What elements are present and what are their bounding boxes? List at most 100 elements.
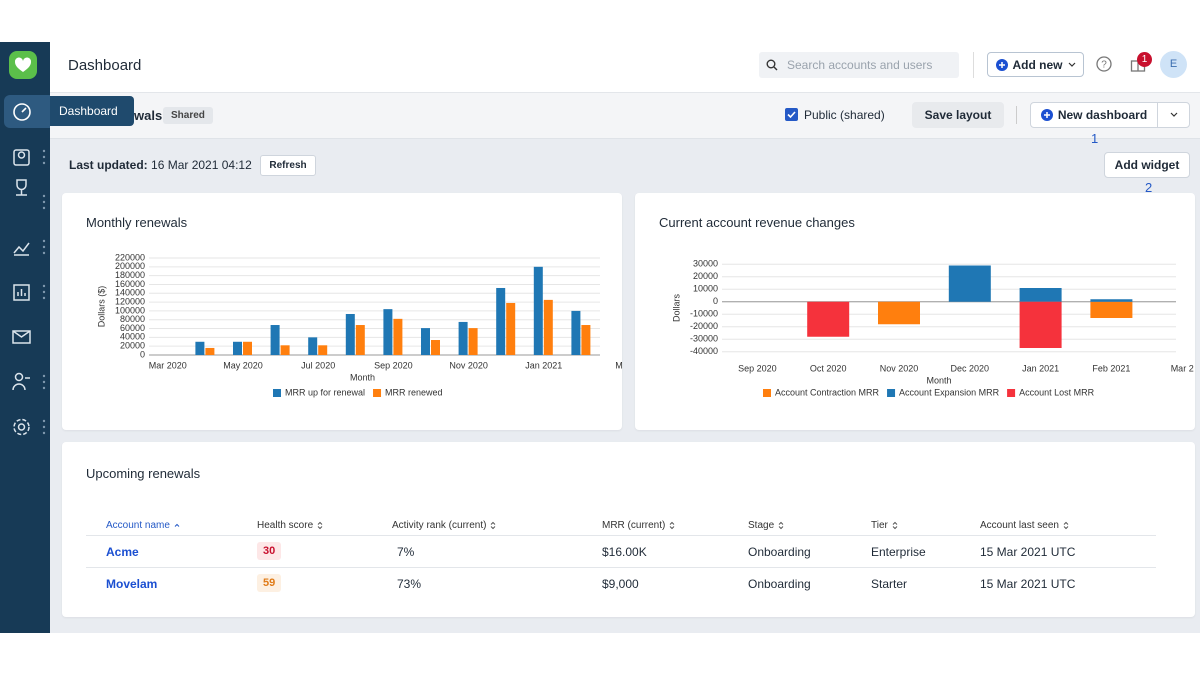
legend-label: Account Contraction MRR [775,387,880,397]
bar [1090,301,1133,318]
table-cell: Starter [871,577,907,591]
page-title: Dashboard [68,57,142,74]
account-link-text: Movelam [106,577,158,591]
annotation-number: 2 [1145,180,1153,195]
x-tick-label: Mar 2020 [149,360,187,370]
x-tick-label: Nov 2020 [880,363,919,373]
table-cell: 15 Mar 2021 UTC [980,545,1075,559]
y-tick-label: -30000 [690,334,718,344]
chevron [1068,62,1075,67]
table-cell: Enterprise [871,545,926,559]
divider [973,52,974,78]
divider [1016,106,1017,124]
x-tick-label: Jan 2021 [1022,363,1059,373]
svg-text:?: ? [1101,60,1107,71]
row-rule [86,567,1156,568]
bar [496,287,506,355]
column-header[interactable]: Health score [257,520,323,531]
y-tick-label: 0 [713,296,718,306]
table-cell-text: 30 [263,545,276,557]
table-cell: Onboarding [748,577,811,591]
sort-icon [317,521,323,530]
bar [543,299,553,355]
sort-icon [491,521,496,530]
search-box[interactable]: Search accounts and users [759,52,959,78]
bar [1019,288,1062,302]
bar [383,309,393,355]
search-placeholder: Search accounts and users [787,58,933,72]
y-tick-label: 160000 [115,279,145,289]
column-header[interactable]: Stage [748,520,784,531]
account-link-text: Acme [106,545,139,559]
table-cell: 15 Mar 2021 UTC [980,577,1075,591]
x-tick-label: M [615,360,623,370]
y-tick-label: 120000 [115,296,145,306]
y-tick-label: 140000 [115,288,145,298]
column-header-text: Account last seen [980,520,1059,531]
y-axis-label: Dollars ($) [96,286,106,328]
chart: 30000 20000 10000 0 -10000 -20000 -30000 -40000… [671,259,1193,398]
avatar[interactable]: E [1160,51,1187,78]
y-tick-label: -40000 [690,346,718,356]
x-tick-label: Sep 2020 [738,363,777,373]
table-cell: 59 [257,574,282,592]
save-layout-button[interactable]: Save layout [912,102,1004,128]
add-new-label: Add new [1012,57,1063,72]
column-header[interactable]: Account last seen [980,520,1069,531]
column-header[interactable]: Activity rank (current) [392,520,496,531]
table-cell: $9,000 [602,577,639,591]
last-updated-value: 16 Mar 2021 04:12 [151,158,252,172]
account-link[interactable]: Movelam [106,577,157,591]
refresh-button[interactable]: Refresh [260,155,316,176]
table-cell-text: $9,000 [602,577,639,591]
annotation-number: 1 [1091,131,1099,146]
y-tick-label: 80000 [120,314,145,324]
bar [1090,299,1133,302]
plus-icon [1040,109,1053,121]
new-dashboard-dropdown[interactable] [1157,102,1190,128]
new-dashboard-label: New dashboard [1057,108,1148,122]
plus-icon [995,58,1008,71]
sort-icon [778,521,784,530]
widget-title: Upcoming renewals [86,466,201,481]
add-new-button[interactable]: Add new [987,52,1084,77]
table-cell-text: Starter [871,577,908,591]
dashboard-icon [13,103,31,121]
column-header-text: Health score [257,520,314,531]
legend-label: MRR renewed [385,387,443,397]
account-link[interactable]: Acme [106,545,139,559]
y-tick-label: -20000 [690,321,718,331]
bar [270,325,280,355]
table-card: Upcoming renewals [62,442,1195,617]
bar [308,337,318,355]
table-cell: $16.00K [602,545,647,559]
checkbox[interactable] [785,108,798,121]
add-widget-button[interactable]: Add widget [1104,152,1190,178]
table-cell-text: $16.00K [602,545,647,559]
chevron [1170,112,1177,117]
bar [581,325,591,355]
y-tick-label: 0 [140,349,145,359]
bar [878,301,920,325]
column-header[interactable]: Account name [106,520,180,531]
legend-swatch [887,389,896,397]
y-tick-label: 60000 [120,323,145,333]
y-axis-label: Dollars [671,294,681,323]
bar [458,321,468,355]
bar [355,325,365,355]
bar [571,310,581,355]
table-cell: 73% [397,577,421,591]
logo[interactable] [9,51,37,79]
help-icon[interactable]: ? [1096,56,1112,72]
new-dashboard-button[interactable]: New dashboard [1030,102,1158,128]
column-header[interactable]: MRR (current) [602,520,675,531]
active-nav-item[interactable] [4,95,50,128]
sort-icon [892,521,898,530]
table-cell-text: Onboarding [748,545,811,559]
y-tick-label: 200000 [115,261,145,271]
public-checkbox-label: Public (shared) [804,108,885,122]
legend-swatch [273,389,281,397]
column-header[interactable]: Tier [871,520,898,531]
y-tick-label: 180000 [115,270,145,280]
